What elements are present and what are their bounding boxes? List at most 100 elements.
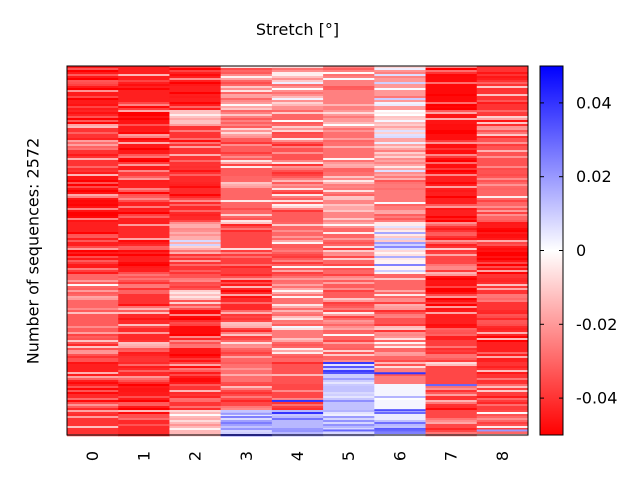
heatmap-cell bbox=[425, 260, 478, 263]
heatmap-cell bbox=[271, 386, 324, 389]
heatmap-cell bbox=[67, 160, 119, 163]
heatmap-cell bbox=[476, 376, 529, 379]
heatmap-cell bbox=[323, 154, 375, 157]
heatmap-cell bbox=[67, 122, 119, 125]
heatmap-cell bbox=[476, 366, 529, 369]
heatmap-cell bbox=[220, 318, 273, 321]
heatmap-cell bbox=[169, 218, 222, 221]
heatmap-cell bbox=[374, 338, 427, 341]
heatmap-cell bbox=[220, 264, 273, 267]
heatmap-cell bbox=[323, 288, 375, 291]
heatmap-cell bbox=[67, 432, 119, 435]
heatmap-cell bbox=[67, 150, 119, 153]
heatmap-cell bbox=[374, 104, 427, 107]
heatmap-cell bbox=[374, 268, 427, 271]
heatmap-cell bbox=[425, 360, 478, 363]
heatmap-cell bbox=[374, 206, 427, 209]
heatmap-cell bbox=[67, 246, 119, 249]
heatmap-cell bbox=[425, 284, 478, 287]
heatmap-cell bbox=[118, 288, 170, 291]
heatmap-cell bbox=[476, 162, 529, 165]
heatmap-cell bbox=[323, 410, 375, 413]
heatmap-cell bbox=[67, 84, 119, 87]
heatmap-cell bbox=[118, 206, 170, 209]
heatmap-cell bbox=[425, 144, 478, 147]
heatmap-cell bbox=[425, 250, 478, 253]
heatmap-cell bbox=[67, 220, 119, 223]
heatmap-cell bbox=[425, 146, 478, 149]
heatmap-cell bbox=[67, 330, 119, 333]
heatmap-cell bbox=[323, 422, 375, 425]
heatmap-cell bbox=[271, 126, 324, 129]
heatmap-cell bbox=[374, 190, 427, 193]
heatmap-cell bbox=[67, 422, 119, 425]
heatmap-cell bbox=[169, 210, 222, 213]
heatmap-cell bbox=[67, 354, 119, 357]
heatmap-cell bbox=[118, 306, 170, 309]
heatmap-cell bbox=[67, 138, 119, 141]
heatmap-cell bbox=[271, 430, 324, 433]
heatmap-cell bbox=[425, 412, 478, 415]
heatmap-cell bbox=[323, 266, 375, 269]
heatmap-cell bbox=[425, 264, 478, 267]
heatmap-cell bbox=[169, 132, 222, 135]
heatmap-cell bbox=[169, 70, 222, 73]
heatmap-cell bbox=[425, 400, 478, 403]
heatmap-cell bbox=[476, 88, 529, 91]
heatmap-cell bbox=[118, 334, 170, 337]
heatmap-cell bbox=[374, 428, 427, 431]
heatmap-cell bbox=[476, 342, 529, 345]
heatmap-cell bbox=[323, 332, 375, 335]
heatmap-cell bbox=[220, 266, 273, 269]
heatmap-cell bbox=[220, 210, 273, 213]
heatmap-cell bbox=[374, 354, 427, 357]
heatmap-cell bbox=[169, 350, 222, 353]
heatmap-cell bbox=[374, 182, 427, 185]
heatmap-cell bbox=[67, 204, 119, 207]
heatmap-cell bbox=[169, 290, 222, 293]
heatmap-cell bbox=[118, 310, 170, 313]
heatmap-cell bbox=[169, 310, 222, 313]
heatmap-cell bbox=[67, 420, 119, 423]
heatmap-cell bbox=[67, 290, 119, 293]
heatmap-cell bbox=[425, 278, 478, 281]
heatmap-cell bbox=[220, 168, 273, 171]
heatmap-cell bbox=[476, 80, 529, 83]
heatmap-cell bbox=[118, 142, 170, 145]
heatmap-cell bbox=[374, 306, 427, 309]
heatmap-cell bbox=[169, 268, 222, 271]
heatmap-cell bbox=[67, 222, 119, 225]
heatmap-cell bbox=[169, 194, 222, 197]
heatmap-streak bbox=[425, 384, 477, 387]
heatmap-cell bbox=[118, 154, 170, 157]
heatmap-cell bbox=[476, 286, 529, 289]
heatmap-cell bbox=[220, 78, 273, 81]
heatmap-cell bbox=[271, 132, 324, 135]
heatmap-cell bbox=[118, 312, 170, 315]
heatmap-cell bbox=[374, 302, 427, 305]
heatmap-cell bbox=[169, 166, 222, 169]
heatmap-cell bbox=[67, 130, 119, 133]
heatmap-cell bbox=[169, 384, 222, 387]
heatmap-cell bbox=[67, 336, 119, 339]
heatmap-cell bbox=[67, 306, 119, 309]
heatmap-cell bbox=[271, 276, 324, 279]
heatmap-cell bbox=[425, 310, 478, 313]
heatmap-cell bbox=[220, 340, 273, 343]
heatmap-cell bbox=[169, 250, 222, 253]
heatmap-cell bbox=[425, 330, 478, 333]
heatmap-cell bbox=[118, 178, 170, 181]
heatmap-cell bbox=[271, 258, 324, 261]
heatmap-cell bbox=[271, 378, 324, 381]
heatmap-cells bbox=[67, 66, 529, 437]
heatmap-cell bbox=[374, 168, 427, 171]
heatmap-cell bbox=[118, 240, 170, 243]
heatmap-cell bbox=[374, 314, 427, 317]
heatmap-cell bbox=[374, 406, 427, 409]
heatmap-cell bbox=[425, 370, 478, 373]
heatmap-cell bbox=[374, 316, 427, 319]
heatmap-cell bbox=[169, 296, 222, 299]
x-tick-label: 5 bbox=[339, 451, 358, 461]
heatmap-cell bbox=[220, 148, 273, 151]
